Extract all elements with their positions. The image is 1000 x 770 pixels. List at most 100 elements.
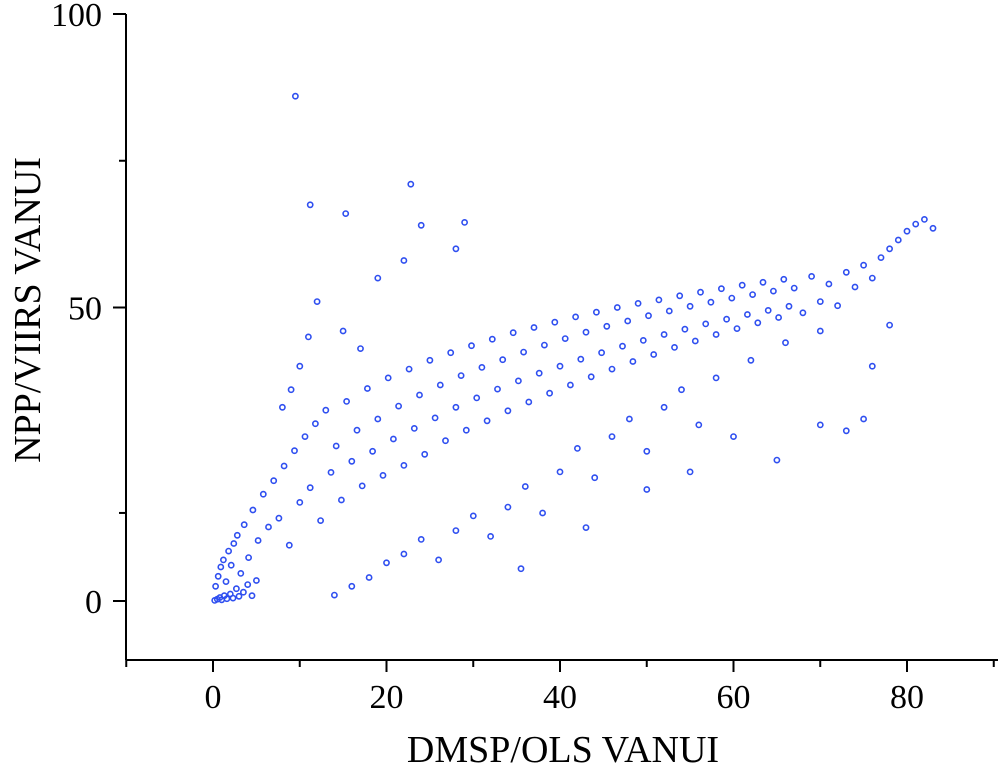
data-point: [452, 403, 460, 411]
data-point: [702, 320, 710, 328]
data-point: [280, 462, 288, 470]
data-point: [660, 403, 668, 411]
data-point: [313, 298, 321, 305]
data-point: [587, 373, 595, 381]
data-point: [712, 331, 720, 338]
data-point: [655, 296, 663, 304]
data-point: [535, 369, 543, 377]
data-point: [452, 527, 460, 534]
x-axis-title: DMSP/OLS VANUI: [407, 729, 719, 770]
data-point: [816, 327, 824, 335]
data-point: [468, 342, 475, 350]
data-point: [799, 309, 807, 317]
data-point: [660, 331, 668, 338]
data-point: [738, 281, 746, 289]
data-point: [222, 578, 230, 585]
data-point: [681, 325, 689, 333]
data-point: [357, 345, 364, 352]
data-point: [825, 280, 833, 288]
data-point: [306, 201, 314, 209]
data-point: [252, 577, 260, 584]
data-point: [834, 302, 841, 310]
data-point: [903, 227, 911, 235]
data-point: [816, 421, 824, 429]
data-point: [461, 218, 468, 226]
x-tick-label: 20: [370, 679, 404, 716]
x-tick-label: 80: [890, 679, 924, 716]
data-point: [436, 381, 444, 389]
data-point: [572, 313, 579, 321]
data-point: [230, 540, 238, 547]
data-point: [626, 415, 633, 423]
data-point: [291, 447, 298, 455]
data-point: [645, 312, 652, 320]
data-point: [530, 324, 538, 331]
data-point: [447, 349, 455, 357]
data-point: [278, 403, 286, 411]
data-point: [462, 426, 470, 434]
data-point: [285, 541, 293, 549]
data-point: [235, 592, 243, 600]
data-point: [400, 550, 408, 558]
y-tick-label: 0: [85, 584, 102, 621]
data-point: [546, 389, 553, 397]
data-point: [363, 385, 371, 392]
data-point: [773, 456, 781, 464]
data-point: [697, 288, 704, 296]
data-point: [515, 377, 522, 385]
data-point: [389, 435, 397, 443]
x-tick-label: 0: [205, 679, 222, 716]
data-point: [754, 319, 762, 327]
data-point: [894, 236, 902, 244]
data-point: [707, 298, 715, 306]
data-point: [287, 386, 295, 394]
data-point: [483, 417, 491, 425]
data-point: [384, 374, 392, 382]
data-point: [339, 327, 347, 335]
data-point: [842, 268, 850, 276]
data-point: [868, 362, 876, 370]
data-point: [574, 444, 581, 452]
data-point: [296, 498, 304, 506]
data-point: [330, 591, 338, 599]
data-point: [473, 394, 481, 402]
x-tick-label: 40: [543, 679, 577, 716]
data-point: [712, 374, 720, 382]
data-point: [868, 274, 876, 282]
data-point: [239, 588, 247, 596]
data-point: [227, 561, 235, 569]
data-point: [598, 349, 605, 357]
data-point: [254, 537, 262, 544]
data-point: [265, 523, 272, 531]
data-point: [608, 433, 616, 440]
data-point: [348, 457, 356, 465]
data-point: [608, 365, 616, 373]
data-point: [379, 471, 387, 479]
data-point: [780, 275, 788, 283]
data-point: [301, 433, 309, 440]
data-point: [504, 407, 512, 415]
data-point: [259, 490, 267, 498]
data-point: [244, 581, 252, 588]
data-point: [400, 257, 408, 264]
data-point: [561, 335, 569, 342]
data-point: [582, 524, 590, 531]
data-point: [332, 442, 340, 450]
data-point: [275, 514, 283, 522]
data-point: [212, 582, 219, 590]
data-point: [416, 391, 423, 399]
data-point: [457, 372, 465, 379]
data-point: [759, 278, 767, 286]
data-point: [327, 468, 335, 476]
data-point: [469, 512, 477, 520]
data-point: [452, 245, 460, 253]
data-point: [629, 358, 637, 365]
data-point: [405, 365, 413, 373]
data-point: [245, 554, 252, 561]
y-axis-title: NPP/VIIRS VANUI: [7, 157, 49, 463]
data-point: [442, 437, 449, 445]
data-point: [219, 556, 227, 564]
data-point: [431, 414, 439, 422]
data-point: [296, 362, 304, 370]
